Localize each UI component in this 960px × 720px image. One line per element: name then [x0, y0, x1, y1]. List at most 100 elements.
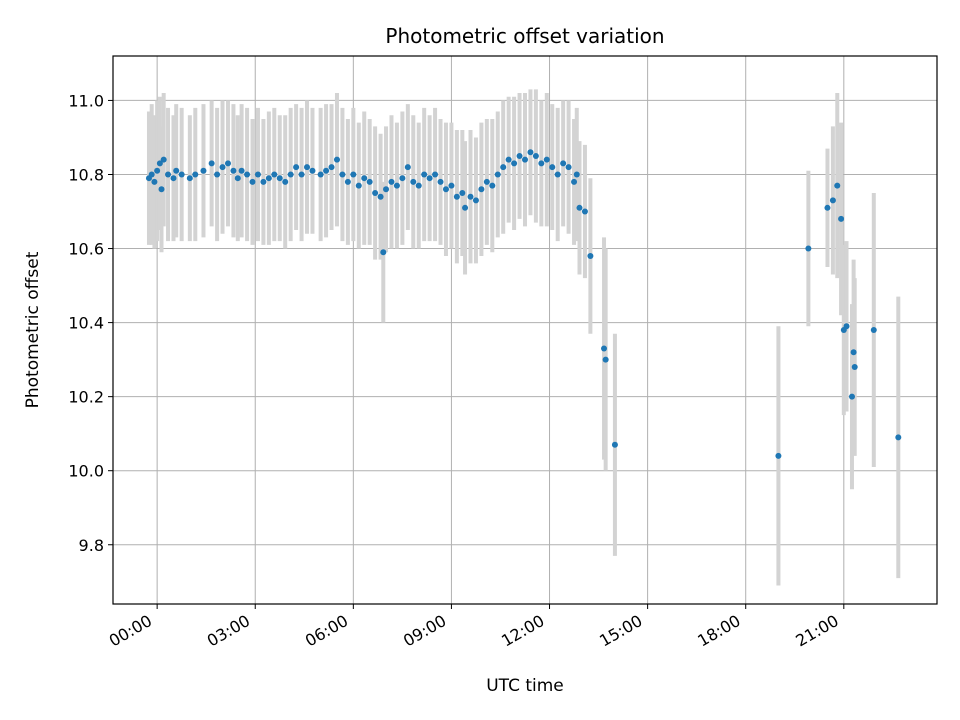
data-point [244, 171, 251, 178]
data-point [483, 178, 490, 185]
data-point [850, 349, 857, 356]
data-point [298, 171, 305, 178]
data-point [511, 160, 518, 167]
data-point [442, 186, 449, 193]
data-point [148, 171, 155, 178]
data-point [154, 167, 161, 174]
data-point [192, 171, 199, 178]
data-point [805, 245, 812, 252]
data-point [317, 171, 324, 178]
data-point [304, 164, 311, 171]
data-point [355, 182, 362, 189]
data-point [151, 178, 158, 185]
y-tick-label: 10.2 [68, 388, 104, 407]
data-point [437, 178, 444, 185]
data-point [527, 149, 534, 156]
data-point [282, 178, 289, 185]
data-point [265, 175, 272, 182]
y-axis-label: Photometric offset [23, 251, 43, 408]
data-point [380, 249, 387, 256]
data-point [462, 204, 469, 211]
data-point [404, 164, 411, 171]
data-point [410, 178, 417, 185]
data-point [372, 190, 379, 196]
data-point [178, 171, 185, 178]
data-point [276, 175, 283, 182]
data-point [587, 252, 594, 259]
data-point [538, 160, 545, 167]
data-point [573, 171, 580, 178]
data-point [350, 171, 357, 178]
data-point [339, 171, 346, 178]
data-point [467, 193, 474, 200]
data-point [388, 178, 395, 185]
data-point [505, 156, 512, 163]
data-points [145, 149, 902, 459]
data-point [328, 164, 335, 171]
data-point [366, 178, 373, 185]
data-point [895, 434, 902, 441]
data-point [560, 160, 567, 167]
data-point [219, 164, 226, 171]
y-tick-label: 10.0 [68, 462, 104, 481]
x-axis-label: UTC time [486, 676, 564, 696]
data-point [851, 364, 858, 371]
chart-title: Photometric offset variation [385, 24, 664, 48]
data-point [870, 327, 877, 333]
data-point [309, 167, 316, 174]
y-tick-label: 11.0 [68, 91, 104, 110]
data-point [478, 186, 485, 193]
data-point [186, 175, 193, 182]
data-point [344, 178, 351, 185]
data-point [271, 171, 278, 178]
data-point [581, 208, 588, 215]
data-point [170, 175, 177, 182]
data-point [775, 452, 782, 459]
data-point [323, 167, 330, 174]
plot-frame [112, 55, 938, 605]
data-point [415, 182, 422, 189]
data-point [554, 171, 561, 178]
data-point [543, 156, 550, 163]
data-point [829, 197, 836, 204]
data-point [208, 160, 215, 167]
data-point [824, 204, 831, 211]
data-point [843, 323, 850, 330]
data-point [383, 186, 390, 193]
data-point [254, 171, 261, 178]
data-point [160, 156, 167, 163]
y-tick-label: 9.8 [79, 536, 104, 555]
data-point [421, 171, 428, 178]
y-tick-label: 10.8 [68, 165, 104, 184]
data-point [361, 175, 368, 182]
data-point [516, 152, 523, 159]
data-point [224, 160, 231, 167]
y-tick-label: 10.6 [68, 240, 104, 259]
data-point [576, 204, 583, 211]
data-point [377, 193, 384, 200]
data-point [565, 164, 572, 171]
data-point [333, 156, 340, 163]
data-point [165, 171, 172, 178]
data-point [602, 356, 609, 363]
data-point [459, 190, 466, 196]
data-point [494, 171, 501, 178]
data-point [173, 167, 180, 174]
data-point [200, 167, 207, 174]
data-point [214, 171, 221, 178]
data-point [249, 178, 256, 185]
data-point [158, 186, 165, 193]
data-point [156, 160, 163, 167]
data-point [601, 345, 608, 352]
data-point [426, 175, 433, 182]
data-point [838, 215, 845, 222]
data-point [500, 164, 507, 171]
data-point [549, 164, 556, 171]
data-point [230, 167, 237, 174]
data-point [522, 156, 528, 163]
data-point [834, 182, 841, 189]
data-point [432, 171, 439, 178]
data-point [260, 178, 267, 185]
data-point [571, 178, 578, 185]
